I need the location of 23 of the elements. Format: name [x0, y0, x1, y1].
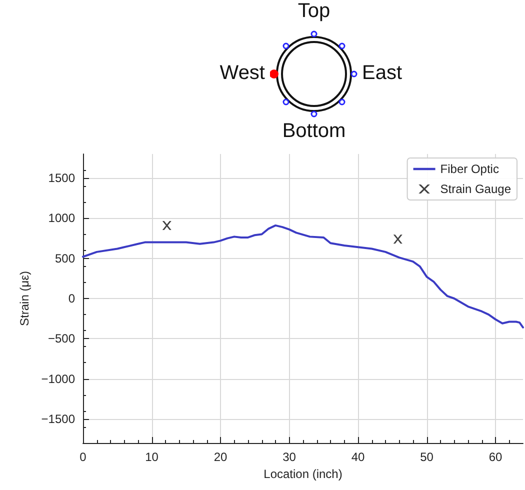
x-tick-label: 10 [145, 450, 159, 464]
x-tick-label: 30 [282, 450, 296, 464]
legend-label: Fiber Optic [440, 162, 499, 176]
y-tick-label: −500 [48, 332, 76, 346]
text: Top [298, 0, 330, 23]
line-series [82, 224, 524, 328]
legend-label: Strain Gauge [440, 182, 512, 196]
x-tick-label: 60 [488, 450, 502, 464]
x-tick-label: 50 [420, 450, 434, 464]
x-axis-title: Location (inch) [264, 466, 342, 481]
text: East [362, 62, 402, 85]
y-axis-title: Strain (με) [17, 271, 32, 326]
text: West [220, 62, 265, 85]
y-tick-label: 1500 [48, 171, 76, 186]
y-tick-label: 500 [54, 251, 76, 266]
text: Bottom [282, 120, 346, 143]
y-tick-label: −1500 [41, 412, 76, 426]
y-tick-label: −1000 [41, 372, 76, 386]
x-tick-label: 20 [214, 450, 228, 464]
y-tick-label: 1000 [48, 211, 76, 226]
y-tick-label: 0 [68, 292, 76, 306]
x-tick-label: 0 [80, 450, 87, 464]
x-tick-label: 40 [351, 450, 365, 464]
